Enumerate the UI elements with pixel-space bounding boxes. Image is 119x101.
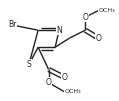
Text: O: O xyxy=(95,34,101,43)
Text: O: O xyxy=(82,13,88,22)
Text: S: S xyxy=(27,60,31,69)
Text: Br: Br xyxy=(8,21,16,29)
Text: O: O xyxy=(46,78,52,87)
Text: OCH₃: OCH₃ xyxy=(98,8,115,13)
Text: O: O xyxy=(61,73,67,82)
Text: OCH₃: OCH₃ xyxy=(64,89,81,94)
Text: N: N xyxy=(56,26,62,35)
